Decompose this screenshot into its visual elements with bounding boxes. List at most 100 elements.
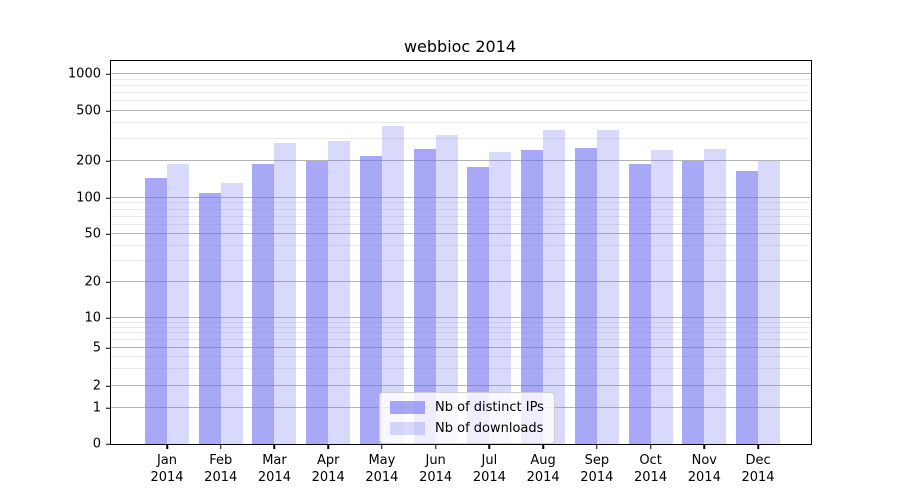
y-tick-label: 10 bbox=[84, 310, 101, 326]
y-tick-mark bbox=[106, 110, 111, 112]
x-tick-label: Dec 2014 bbox=[741, 453, 775, 485]
bar-downloads bbox=[758, 161, 781, 444]
gridline-minor bbox=[111, 202, 811, 204]
bar-distinct-ips bbox=[521, 149, 544, 444]
legend: Nb of distinct IPs Nb of downloads bbox=[379, 392, 555, 444]
bar-downloads bbox=[167, 163, 189, 444]
x-tick-mark bbox=[542, 444, 544, 449]
y-tick-mark bbox=[106, 233, 111, 235]
gridline-major bbox=[111, 281, 811, 282]
y-tick-label: 0 bbox=[92, 436, 101, 452]
y-tick-mark bbox=[106, 317, 111, 319]
x-tick-label: Feb 2014 bbox=[204, 453, 238, 485]
y-tick-mark bbox=[106, 73, 111, 75]
gridline-minor bbox=[111, 78, 811, 80]
bar-distinct-ips bbox=[628, 163, 651, 444]
gridline-minor bbox=[111, 137, 811, 139]
x-tick-mark bbox=[219, 444, 222, 449]
bar-downloads bbox=[435, 134, 458, 444]
gridline-major bbox=[111, 385, 811, 386]
bar-distinct-ips bbox=[359, 155, 382, 444]
x-tick-label-year: 2014 bbox=[634, 470, 668, 485]
x-tick-label: Sep 2014 bbox=[580, 453, 614, 485]
gridline-major bbox=[111, 110, 811, 111]
legend-item: Nb of distinct IPs bbox=[390, 400, 544, 415]
x-tick-label-year: 2014 bbox=[580, 470, 614, 485]
legend-swatch-downloads-icon bbox=[390, 422, 425, 435]
legend-item: Nb of downloads bbox=[390, 421, 544, 436]
gridline-major bbox=[111, 160, 811, 161]
x-tick-label-year: 2014 bbox=[472, 470, 506, 485]
x-tick-label: Jul 2014 bbox=[472, 453, 506, 485]
y-tick-label: 100 bbox=[76, 190, 101, 206]
x-tick-mark bbox=[434, 444, 437, 449]
y-tick-mark bbox=[106, 347, 111, 349]
x-tick-label-year: 2014 bbox=[204, 470, 238, 485]
x-tick-label-year: 2014 bbox=[257, 470, 291, 485]
x-tick-label-year: 2014 bbox=[687, 470, 721, 485]
gridline-major bbox=[111, 197, 811, 198]
x-tick-label: Jun 2014 bbox=[419, 453, 453, 485]
x-tick-mark bbox=[166, 444, 168, 449]
bar-distinct-ips bbox=[198, 192, 221, 444]
gridline-minor bbox=[111, 122, 811, 124]
plot-area: 0 1 2 5 10 20 50 100 200 500 1000 Jan 2014 Feb 2014 Mar… bbox=[68, 60, 812, 485]
bar-distinct-ips bbox=[736, 171, 759, 444]
y-tick-label: 20 bbox=[84, 274, 101, 290]
bar-downloads bbox=[543, 130, 566, 444]
y-tick-mark bbox=[106, 385, 111, 387]
gridline-minor bbox=[111, 223, 811, 225]
gridline-minor bbox=[111, 356, 811, 358]
y-tick-mark bbox=[106, 197, 111, 199]
bar-downloads bbox=[704, 148, 727, 444]
x-tick-label: Jan 2014 bbox=[150, 453, 184, 485]
bar-downloads bbox=[220, 183, 243, 444]
gridline-minor bbox=[111, 259, 811, 261]
y-tick-label: 500 bbox=[76, 103, 101, 119]
gridline-minor bbox=[111, 332, 811, 334]
legend-label-distinct-ips: Nb of distinct IPs bbox=[435, 400, 544, 415]
x-tick-label: Aug 2014 bbox=[526, 453, 560, 485]
bar-downloads bbox=[650, 149, 673, 444]
x-tick-mark bbox=[703, 444, 706, 449]
y-tick-label: 50 bbox=[84, 226, 101, 242]
gridline-minor bbox=[111, 100, 811, 102]
legend-swatch-distinct-ips-icon bbox=[390, 401, 425, 414]
gridline-minor bbox=[111, 368, 811, 370]
gridline-minor bbox=[111, 321, 811, 323]
y-tick-label: 1 bbox=[92, 400, 101, 416]
x-tick-label: Oct 2014 bbox=[634, 453, 668, 485]
legend-label-downloads: Nb of downloads bbox=[435, 421, 544, 436]
bar-downloads bbox=[596, 130, 619, 444]
bar-downloads bbox=[274, 142, 297, 444]
gridline-major bbox=[111, 233, 811, 234]
x-tick-mark bbox=[273, 444, 276, 449]
y-tick-mark bbox=[106, 281, 111, 283]
bar-distinct-ips bbox=[467, 166, 490, 444]
y-tick-label: 5 bbox=[92, 340, 101, 356]
x-tick-label-year: 2014 bbox=[419, 470, 453, 485]
gridline-major bbox=[111, 317, 811, 318]
x-tick-label: Nov 2014 bbox=[687, 453, 721, 485]
x-tick-mark bbox=[327, 444, 329, 449]
y-tick-label: 1000 bbox=[67, 66, 101, 82]
x-tick-mark bbox=[596, 444, 598, 449]
bar-downloads bbox=[489, 152, 512, 444]
gridline-minor bbox=[111, 339, 811, 341]
y-tick-mark bbox=[106, 160, 111, 162]
gridline-minor bbox=[111, 92, 811, 94]
bar-downloads bbox=[381, 125, 404, 444]
x-tick-label-year: 2014 bbox=[526, 470, 560, 485]
x-tick-mark bbox=[488, 444, 491, 449]
y-tick-label: 200 bbox=[76, 153, 101, 169]
bar-distinct-ips bbox=[574, 147, 597, 444]
bar-distinct-ips bbox=[682, 161, 705, 444]
x-tick-label: May 2014 bbox=[365, 453, 399, 485]
x-tick-label: Mar 2014 bbox=[257, 453, 291, 485]
x-tick-mark bbox=[757, 444, 759, 449]
gridline-minor bbox=[111, 326, 811, 328]
x-tick-mark bbox=[381, 444, 383, 449]
chart-title: webbioc 2014 bbox=[403, 37, 517, 56]
bar-distinct-ips bbox=[252, 163, 275, 444]
